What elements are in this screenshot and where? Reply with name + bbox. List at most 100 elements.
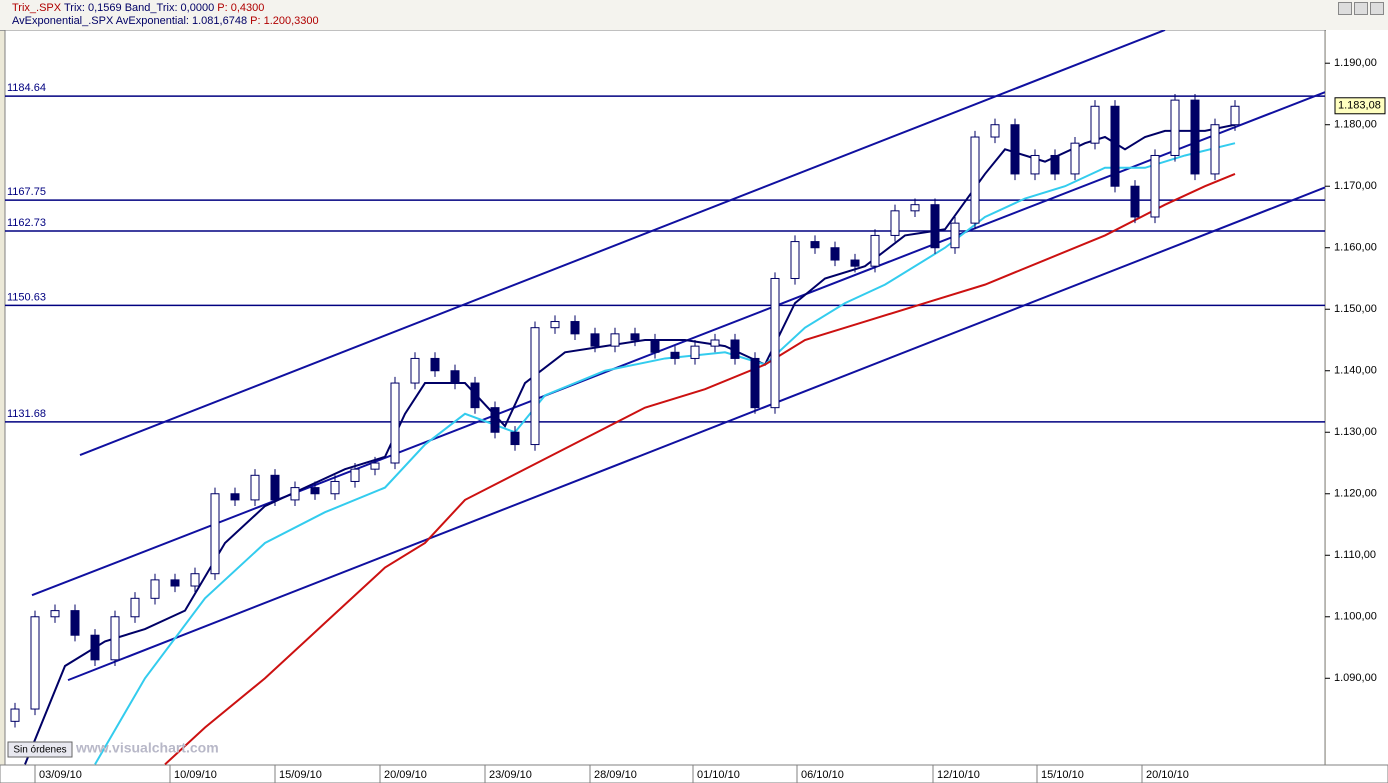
candle-body xyxy=(810,241,820,249)
candle-body xyxy=(30,616,40,710)
y-tick-label: 1.120,00 xyxy=(1334,488,1377,500)
y-tick-label: 1.140,00 xyxy=(1334,365,1377,377)
plot: 1184.64 1167.75 1162.73 1150.63 1131.68 xyxy=(5,30,1325,765)
indicator-line: AvExponential_.SPX AvExponential: 1.081,… xyxy=(12,15,319,27)
candle-body xyxy=(1050,154,1060,175)
x-tick-label: 20/10/10 xyxy=(1146,769,1189,781)
average-line xyxy=(94,142,1236,765)
status-box[interactable] xyxy=(7,741,73,758)
y-tick-label: 1.110,00 xyxy=(1334,549,1376,561)
candle-body xyxy=(630,333,640,341)
candle-body xyxy=(1090,105,1100,144)
candle-body xyxy=(890,210,900,236)
candle-body xyxy=(310,487,320,495)
candle-body xyxy=(290,487,300,501)
candle-body xyxy=(370,462,380,470)
indicator-value: Trix: 0,1569 xyxy=(63,2,122,14)
chart: 1184.64 1167.75 1162.73 1150.63 1131.68 Sin … xyxy=(0,30,1388,783)
candle-body xyxy=(1170,99,1180,156)
candle-body xyxy=(690,345,700,359)
candle-body xyxy=(970,136,980,224)
candle-body xyxy=(1030,154,1040,175)
indicator-value: Band_Trix: 0,0000 xyxy=(124,2,215,14)
candle-body xyxy=(910,204,920,212)
maximize-button[interactable] xyxy=(1354,2,1368,15)
candle-body xyxy=(750,357,760,409)
level-label: 1167.75 xyxy=(7,186,46,198)
candle-body xyxy=(830,247,840,261)
level-label: 1162.73 xyxy=(7,217,46,229)
candle-body xyxy=(1190,99,1200,175)
candle-body xyxy=(1130,185,1140,218)
trend-line xyxy=(31,91,1325,597)
candle-body xyxy=(270,474,280,501)
indicator-name: AvExponential_.SPX xyxy=(12,15,114,27)
close-button[interactable] xyxy=(1370,2,1384,15)
candle-body xyxy=(990,124,1000,138)
candle-body xyxy=(330,480,340,495)
trend-line xyxy=(79,30,1166,456)
candle-body xyxy=(590,333,600,347)
minimize-button[interactable] xyxy=(1338,2,1352,15)
price-tag xyxy=(1334,97,1386,115)
y-tick-label: 1.190,00 xyxy=(1334,57,1377,69)
average-line xyxy=(164,172,1236,765)
indicator-line: Trix_.SPX Trix: 0,1569 Band_Trix: 0,0000… xyxy=(12,2,264,14)
candle-body xyxy=(670,351,680,359)
level-label: 1184.64 xyxy=(7,82,46,94)
candle-body xyxy=(10,708,20,722)
candle-body xyxy=(570,321,580,335)
candle-body xyxy=(490,407,500,433)
candle-body xyxy=(1070,142,1080,175)
x-tick-label: 15/09/10 xyxy=(279,769,322,781)
plot-area xyxy=(4,30,1326,766)
candle-body xyxy=(150,579,160,599)
candle-body xyxy=(790,241,800,279)
indicator-value: AvExponential: 1.081,6748 xyxy=(115,15,248,27)
candle-body xyxy=(170,579,180,587)
x-tick-label: 10/09/10 xyxy=(174,769,217,781)
x-tick-label: 01/10/10 xyxy=(697,769,740,781)
y-tick-label: 1.130,00 xyxy=(1334,426,1377,438)
candle-body xyxy=(1230,105,1240,126)
candle-body xyxy=(190,573,200,587)
candle-body xyxy=(850,259,860,267)
candle-body xyxy=(1150,154,1160,218)
candle-body xyxy=(210,493,220,575)
y-axis-area xyxy=(1326,30,1388,765)
y-tick-label: 1.170,00 xyxy=(1334,180,1377,192)
candle-body xyxy=(110,616,120,661)
watermark: www.visualchart.com xyxy=(75,740,219,756)
candle-body xyxy=(410,357,420,384)
candle-body xyxy=(730,339,740,359)
status-text: Sin órdenes xyxy=(13,745,66,756)
indicator-name: Trix_.SPX xyxy=(12,2,62,14)
candle-body xyxy=(130,597,140,618)
candle-body xyxy=(550,321,560,329)
candle-body xyxy=(70,610,80,636)
candle-body xyxy=(1110,105,1120,187)
header: Trix_.SPX Trix: 0,1569 Band_Trix: 0,0000… xyxy=(0,0,1388,31)
candle-body xyxy=(350,468,360,482)
level-label: 1150.63 xyxy=(7,291,46,303)
x-tick-label: 15/10/10 xyxy=(1041,769,1084,781)
candle-body xyxy=(870,234,880,267)
candle-body xyxy=(430,357,440,372)
candle-body xyxy=(50,610,60,618)
trend-line xyxy=(67,186,1325,682)
candle-body xyxy=(950,222,960,249)
x-tick-label: 06/10/10 xyxy=(801,769,844,781)
candle-body xyxy=(470,382,480,409)
candle-body xyxy=(610,333,620,347)
candle-body xyxy=(1010,124,1020,175)
x-tick-label: 23/09/10 xyxy=(489,769,532,781)
y-tick-label: 1.150,00 xyxy=(1334,303,1377,315)
candle-body xyxy=(530,327,540,446)
y-tick-label: 1.090,00 xyxy=(1334,672,1377,684)
candle-body xyxy=(770,277,780,409)
candle-body xyxy=(510,431,520,446)
candle-body xyxy=(650,339,660,353)
candle-body xyxy=(230,493,240,501)
indicator-value: P: 1.200,3300 xyxy=(250,15,319,27)
